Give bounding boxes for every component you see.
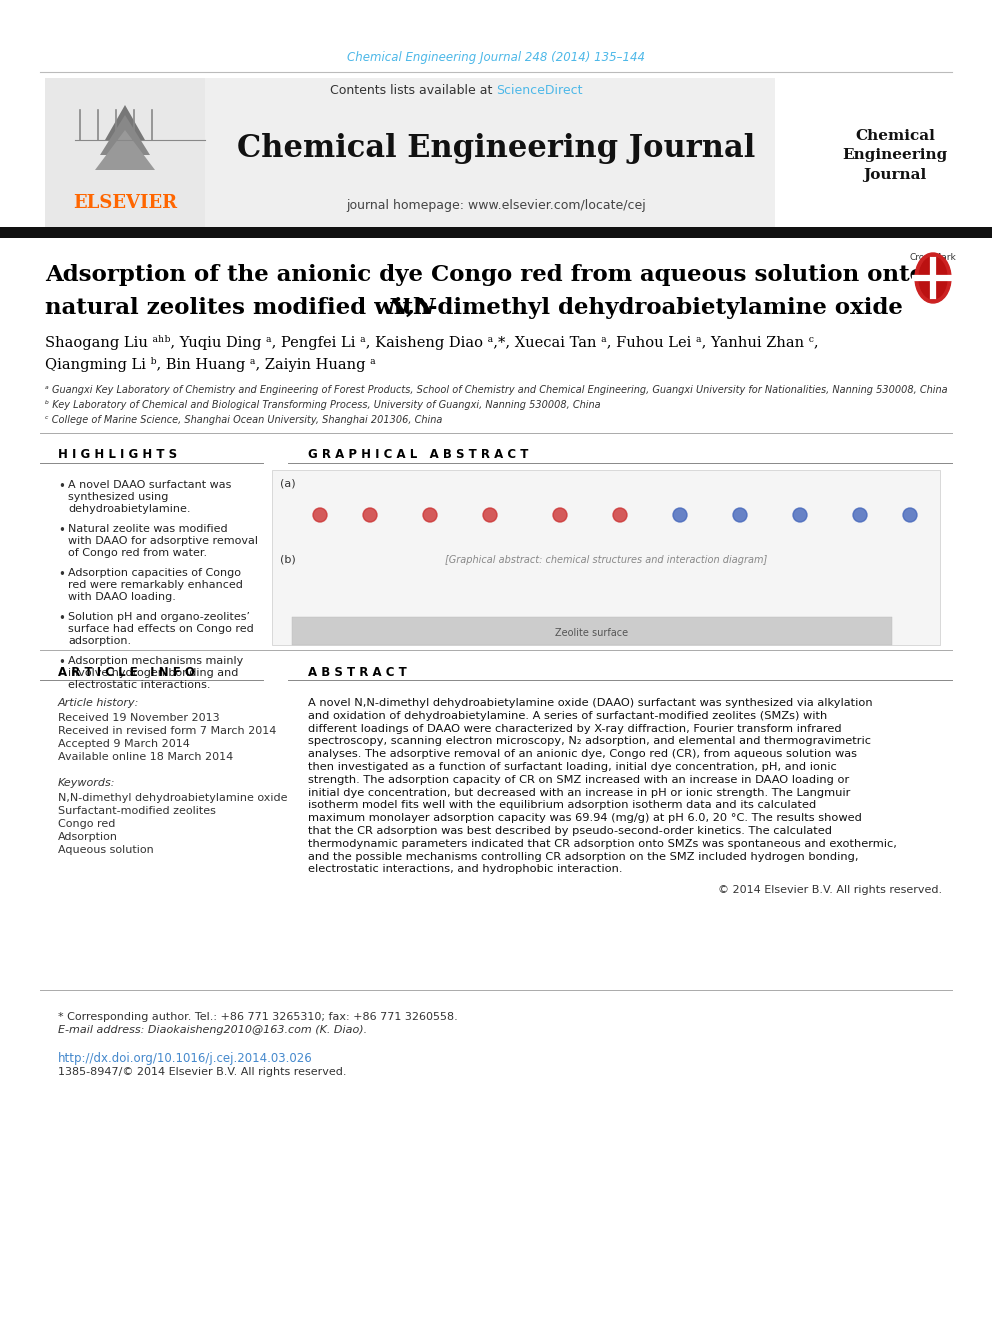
Text: with DAAO loading.: with DAAO loading. xyxy=(68,591,176,602)
Text: thermodynamic parameters indicated that CR adsorption onto SMZs was spontaneous : thermodynamic parameters indicated that … xyxy=(308,839,897,849)
Text: journal homepage: www.elsevier.com/locate/cej: journal homepage: www.elsevier.com/locat… xyxy=(346,198,646,212)
Circle shape xyxy=(613,508,627,523)
Ellipse shape xyxy=(915,253,951,303)
Text: Keywords:: Keywords: xyxy=(58,778,115,789)
Text: of Congo red from water.: of Congo red from water. xyxy=(68,548,207,558)
Text: Available online 18 March 2014: Available online 18 March 2014 xyxy=(58,751,233,762)
Circle shape xyxy=(423,508,437,523)
Text: with DAAO for adsorptive removal: with DAAO for adsorptive removal xyxy=(68,536,258,546)
Text: Accepted 9 March 2014: Accepted 9 March 2014 xyxy=(58,740,189,749)
Text: that the CR adsorption was best described by pseudo-second-order kinetics. The c: that the CR adsorption was best describe… xyxy=(308,826,832,836)
Text: Congo red: Congo red xyxy=(58,819,115,830)
FancyBboxPatch shape xyxy=(45,78,205,228)
Polygon shape xyxy=(100,115,150,155)
Text: electrostatic interactions, and hydrophobic interaction.: electrostatic interactions, and hydropho… xyxy=(308,864,623,875)
Text: •: • xyxy=(58,524,64,537)
Text: A R T I C L E   I N F O: A R T I C L E I N F O xyxy=(58,665,194,679)
Text: electrostatic interactions.: electrostatic interactions. xyxy=(68,680,210,691)
Text: http://dx.doi.org/10.1016/j.cej.2014.03.026: http://dx.doi.org/10.1016/j.cej.2014.03.… xyxy=(58,1052,312,1065)
Text: Chemical Engineering Journal: Chemical Engineering Journal xyxy=(237,132,755,164)
Text: adsorption.: adsorption. xyxy=(68,636,131,646)
Text: dehydroabietylamine.: dehydroabietylamine. xyxy=(68,504,190,515)
Text: Received 19 November 2013: Received 19 November 2013 xyxy=(58,713,219,722)
Text: Adsorption mechanisms mainly: Adsorption mechanisms mainly xyxy=(68,656,243,665)
Circle shape xyxy=(903,508,917,523)
Circle shape xyxy=(313,508,327,523)
Text: initial dye concentration, but decreased with an increase in pH or ionic strengt: initial dye concentration, but decreased… xyxy=(308,787,850,798)
Text: and oxidation of dehydroabietylamine. A series of surfactant-modified zeolites (: and oxidation of dehydroabietylamine. A … xyxy=(308,710,827,721)
Text: ELSEVIER: ELSEVIER xyxy=(73,194,177,212)
Text: Adsorption capacities of Congo: Adsorption capacities of Congo xyxy=(68,568,241,578)
Text: N,N-dimethyl dehydroabietylamine oxide: N,N-dimethyl dehydroabietylamine oxide xyxy=(58,792,288,803)
Text: Article history:: Article history: xyxy=(58,699,139,708)
FancyBboxPatch shape xyxy=(292,617,892,646)
Text: synthesized using: synthesized using xyxy=(68,492,169,501)
Text: E-mail address: Diaokaisheng2010@163.com (K. Diao).: E-mail address: Diaokaisheng2010@163.com… xyxy=(58,1025,367,1035)
FancyBboxPatch shape xyxy=(272,470,940,646)
Circle shape xyxy=(733,508,747,523)
Text: red were remarkably enhanced: red were remarkably enhanced xyxy=(68,579,243,590)
Ellipse shape xyxy=(919,257,947,299)
Circle shape xyxy=(853,508,867,523)
Text: CrossMark: CrossMark xyxy=(910,254,956,262)
Text: analyses. The adsorptive removal of an anionic dye, Congo red (CR), from aqueous: analyses. The adsorptive removal of an a… xyxy=(308,749,857,759)
Text: Chemical
Engineering
Journal: Chemical Engineering Journal xyxy=(842,128,947,181)
Circle shape xyxy=(793,508,807,523)
Text: 1385-8947/© 2014 Elsevier B.V. All rights reserved.: 1385-8947/© 2014 Elsevier B.V. All right… xyxy=(58,1068,346,1077)
Text: * Corresponding author. Tel.: +86 771 3265310; fax: +86 771 3260558.: * Corresponding author. Tel.: +86 771 32… xyxy=(58,1012,457,1021)
Circle shape xyxy=(363,508,377,523)
Text: Surfactant-modified zeolites: Surfactant-modified zeolites xyxy=(58,806,216,816)
Text: •: • xyxy=(58,613,64,624)
Text: spectroscopy, scanning electron microscopy, N₂ adsorption, and elemental and the: spectroscopy, scanning electron microsco… xyxy=(308,737,871,746)
Text: ᶜ College of Marine Science, Shanghai Ocean University, Shanghai 201306, China: ᶜ College of Marine Science, Shanghai Oc… xyxy=(45,415,442,425)
Text: -dimethyl dehydroabietylamine oxide: -dimethyl dehydroabietylamine oxide xyxy=(428,296,903,319)
Text: natural zeolites modified with: natural zeolites modified with xyxy=(45,296,437,319)
Text: Adsorption of the anionic dye Congo red from aqueous solution onto: Adsorption of the anionic dye Congo red … xyxy=(45,265,925,286)
Text: (a): (a) xyxy=(280,478,296,488)
Text: Solution pH and organo-zeolites’: Solution pH and organo-zeolites’ xyxy=(68,613,250,622)
Text: (b): (b) xyxy=(280,556,296,565)
Text: different loadings of DAAO were characterized by X-ray diffraction, Fourier tran: different loadings of DAAO were characte… xyxy=(308,724,841,733)
Text: A novel N,N-dimethyl dehydroabietylamine oxide (DAAO) surfactant was synthesized: A novel N,N-dimethyl dehydroabietylamine… xyxy=(308,699,873,708)
FancyBboxPatch shape xyxy=(45,78,775,228)
Circle shape xyxy=(483,508,497,523)
Text: then investigated as a function of surfactant loading, initial dye concentration: then investigated as a function of surfa… xyxy=(308,762,836,773)
Text: •: • xyxy=(58,568,64,581)
Text: H I G H L I G H T S: H I G H L I G H T S xyxy=(58,448,178,462)
Text: •: • xyxy=(58,656,64,669)
Polygon shape xyxy=(105,105,145,140)
Text: Qiangming Li ᵇ, Bin Huang ᵃ, Zaiyin Huang ᵃ: Qiangming Li ᵇ, Bin Huang ᵃ, Zaiyin Huan… xyxy=(45,357,376,373)
Circle shape xyxy=(673,508,687,523)
Text: A novel DAAO surfactant was: A novel DAAO surfactant was xyxy=(68,480,231,490)
Text: N,N: N,N xyxy=(388,296,436,319)
Polygon shape xyxy=(95,130,155,169)
Text: •: • xyxy=(58,480,64,493)
Text: © 2014 Elsevier B.V. All rights reserved.: © 2014 Elsevier B.V. All rights reserved… xyxy=(718,885,942,896)
Text: Chemical Engineering Journal 248 (2014) 135–144: Chemical Engineering Journal 248 (2014) … xyxy=(347,52,645,65)
Text: Zeolite surface: Zeolite surface xyxy=(556,628,629,638)
Text: ᵇ Key Laboratory of Chemical and Biological Transforming Process, University of : ᵇ Key Laboratory of Chemical and Biologi… xyxy=(45,400,600,410)
Text: ᵃ Guangxi Key Laboratory of Chemistry and Engineering of Forest Products, School: ᵃ Guangxi Key Laboratory of Chemistry an… xyxy=(45,385,947,396)
Text: Contents lists available at: Contents lists available at xyxy=(329,83,496,97)
Bar xyxy=(0,228,992,238)
Text: ScienceDirect: ScienceDirect xyxy=(496,83,582,97)
Text: Shaogang Liu ᵃʰᵇ, Yuqiu Ding ᵃ, Pengfei Li ᵃ, Kaisheng Diao ᵃ,*, Xuecai Tan ᵃ, F: Shaogang Liu ᵃʰᵇ, Yuqiu Ding ᵃ, Pengfei … xyxy=(45,335,818,349)
Text: Adsorption: Adsorption xyxy=(58,832,118,841)
Text: involve hydrogen bonding and: involve hydrogen bonding and xyxy=(68,668,238,677)
Text: Natural zeolite was modified: Natural zeolite was modified xyxy=(68,524,227,534)
Text: and the possible mechanisms controlling CR adsorption on the SMZ included hydrog: and the possible mechanisms controlling … xyxy=(308,852,858,861)
Text: surface had effects on Congo red: surface had effects on Congo red xyxy=(68,624,254,634)
Text: strength. The adsorption capacity of CR on SMZ increased with an increase in DAA: strength. The adsorption capacity of CR … xyxy=(308,775,849,785)
Text: isotherm model fits well with the equilibrium adsorption isotherm data and its c: isotherm model fits well with the equili… xyxy=(308,800,816,811)
Text: Received in revised form 7 March 2014: Received in revised form 7 March 2014 xyxy=(58,726,277,736)
Circle shape xyxy=(553,508,567,523)
Text: Aqueous solution: Aqueous solution xyxy=(58,845,154,855)
Text: G R A P H I C A L   A B S T R A C T: G R A P H I C A L A B S T R A C T xyxy=(308,448,529,462)
Text: maximum monolayer adsorption capacity was 69.94 (mg/g) at pH 6.0, 20 °C. The res: maximum monolayer adsorption capacity wa… xyxy=(308,814,862,823)
Text: A B S T R A C T: A B S T R A C T xyxy=(308,665,407,679)
Text: [Graphical abstract: chemical structures and interaction diagram]: [Graphical abstract: chemical structures… xyxy=(444,556,767,565)
